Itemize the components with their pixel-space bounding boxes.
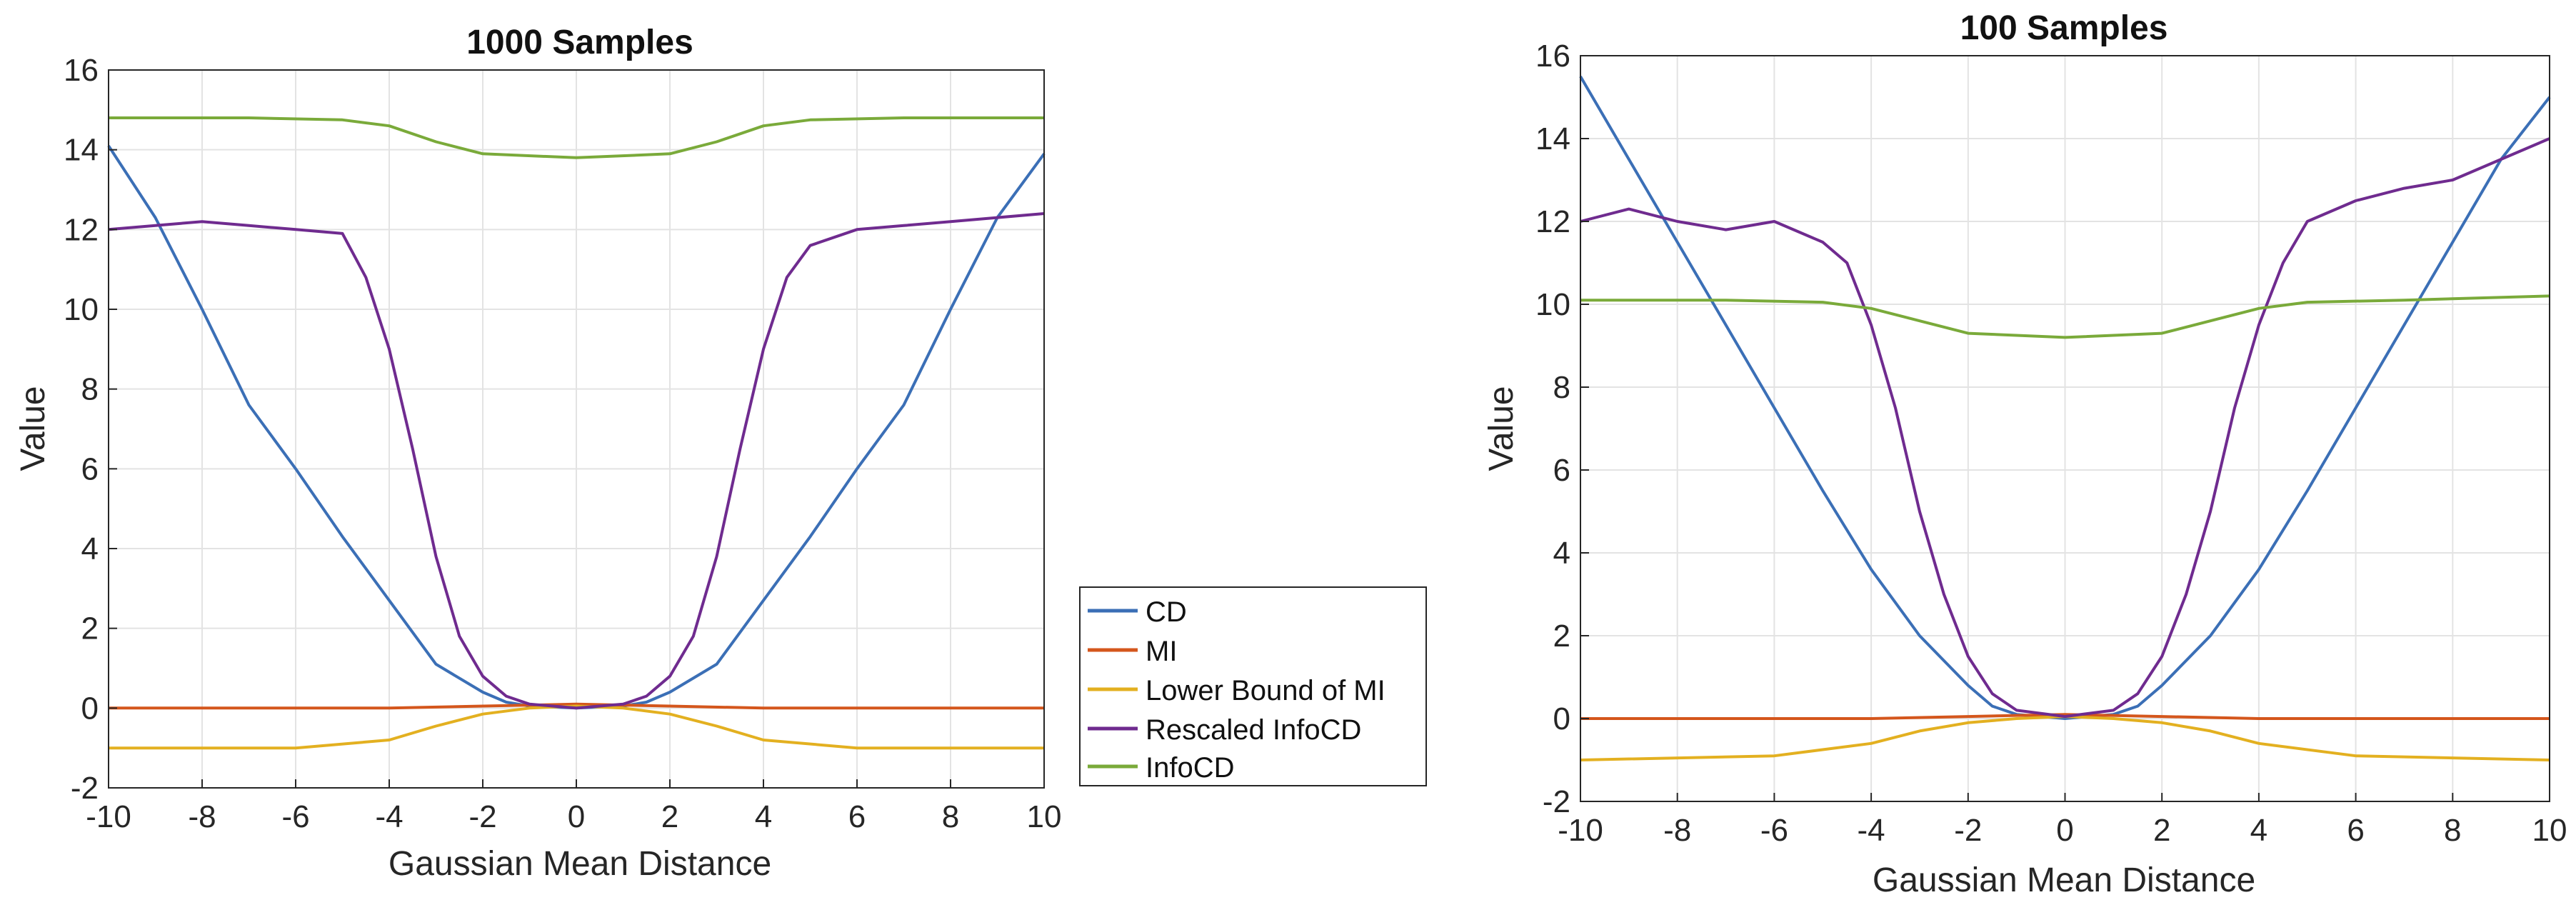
- y-tick-label: 10: [64, 292, 99, 327]
- legend-label: Rescaled InfoCD: [1146, 714, 1361, 746]
- x-tick-label: 4: [2250, 813, 2267, 848]
- legend-label: Lower Bound of MI: [1146, 675, 1385, 706]
- x-tick-label: 0: [2056, 813, 2073, 848]
- x-tick-label: 0: [568, 799, 585, 834]
- x-tick-label: 4: [755, 799, 772, 834]
- series-line-mi: [109, 702, 1044, 710]
- legend-entry-cd: CD: [1088, 596, 1187, 628]
- y-tick-label: -2: [71, 771, 99, 806]
- chart-title: 100 Samples: [1960, 9, 2168, 47]
- series-line-infocd: [109, 116, 1044, 159]
- x-tick-label: 2: [661, 799, 678, 834]
- y-tick-labels: -2 0 2 4 6 8 10 12 14 16: [1535, 39, 1570, 819]
- y-tick-label: 12: [64, 212, 99, 247]
- x-tick-label: 8: [942, 799, 959, 834]
- x-tick-label: 6: [2347, 813, 2364, 848]
- y-tick-label: 16: [1535, 39, 1570, 74]
- legend-label: InfoCD: [1146, 752, 1235, 784]
- series-group: [107, 116, 1046, 750]
- x-tick-label: -2: [1954, 813, 1982, 848]
- legend-entry-infocd: InfoCD: [1088, 752, 1235, 784]
- x-tick-label: -8: [1663, 813, 1691, 848]
- legend-box: [1079, 586, 1427, 786]
- x-tick-label: 10: [2532, 813, 2567, 848]
- x-tick-label: -4: [1858, 813, 1885, 848]
- x-axis-label: Gaussian Mean Distance: [389, 845, 771, 883]
- x-tick-labels: -10 -8 -6 -4 -2 0 2 4 6 8 10: [1558, 813, 2567, 848]
- x-tick-label: 8: [2444, 813, 2461, 848]
- x-tick-label: 10: [1027, 799, 1062, 834]
- y-tick-label: 10: [1535, 287, 1570, 322]
- y-tick-label: 6: [1553, 453, 1570, 488]
- y-tick-label: 14: [1535, 121, 1570, 156]
- series-group: [1579, 75, 2551, 761]
- y-tick-label: 2: [81, 611, 99, 646]
- series-line-cd: [1579, 75, 2551, 720]
- y-tick-label: 16: [64, 53, 99, 88]
- legend-label: MI: [1146, 636, 1177, 667]
- y-tick-label: 12: [1535, 204, 1570, 239]
- y-tick-label: 4: [1553, 536, 1570, 571]
- y-axis-label: Value: [14, 386, 52, 471]
- y-tick-label: 6: [81, 451, 99, 486]
- chart-100-samples: 100 Samples -2 0 2 4 6 8 10 12 14 16 -10 -8 -6 -4 -2 0…: [1483, 9, 2567, 899]
- legend-entry-mi: MI: [1088, 636, 1177, 667]
- y-tick-label: 8: [81, 372, 99, 407]
- chart-title: 1000 Samples: [466, 24, 693, 61]
- chart-1000-samples: 1000 Samples -2 0 2 4 6 8 10 12 14 16 -10 -8 -6 -4 -2…: [14, 24, 1061, 883]
- legend: CD MI Lower Bound of MI Rescaled InfoCD …: [1079, 586, 1427, 786]
- x-tick-label: -6: [281, 799, 309, 834]
- y-tick-label: 0: [81, 691, 99, 726]
- y-tick-labels: -2 0 2 4 6 8 10 12 14 16: [64, 53, 99, 806]
- legend-entry-lower-bound-of-mi: Lower Bound of MI: [1088, 675, 1385, 706]
- x-tick-label: -4: [375, 799, 403, 834]
- series-line-rescaled-infocd: [1580, 137, 2550, 719]
- series-line-lower-bound-of-mi: [109, 704, 1044, 750]
- y-tick-label: 0: [1553, 701, 1570, 736]
- x-axis-label: Gaussian Mean Distance: [1873, 861, 2255, 899]
- y-tick-label: 8: [1553, 370, 1570, 405]
- x-tick-label: 2: [2153, 813, 2170, 848]
- y-axis-label: Value: [1483, 386, 1520, 471]
- x-tick-label: -8: [188, 799, 216, 834]
- x-tick-label: -10: [1558, 813, 1603, 848]
- x-tick-label: 6: [848, 799, 866, 834]
- legend-label: CD: [1146, 596, 1187, 628]
- x-tick-label: -6: [1760, 813, 1788, 848]
- legend-entry-rescaled-infocd: Rescaled InfoCD: [1088, 714, 1361, 746]
- x-tick-label: -2: [468, 799, 496, 834]
- y-tick-label: 2: [1553, 619, 1570, 654]
- x-tick-labels: -10 -8 -6 -4 -2 0 2 4 6 8 10: [86, 799, 1061, 834]
- series-line-infocd: [1580, 294, 2550, 339]
- y-tick-label: 14: [64, 133, 99, 168]
- series-line-rescaled-infocd: [108, 212, 1045, 710]
- x-tick-label: -10: [86, 799, 131, 834]
- y-tick-label: 4: [81, 531, 99, 566]
- series-line-mi: [1580, 713, 2550, 720]
- y-tick-label: -2: [1543, 784, 1570, 819]
